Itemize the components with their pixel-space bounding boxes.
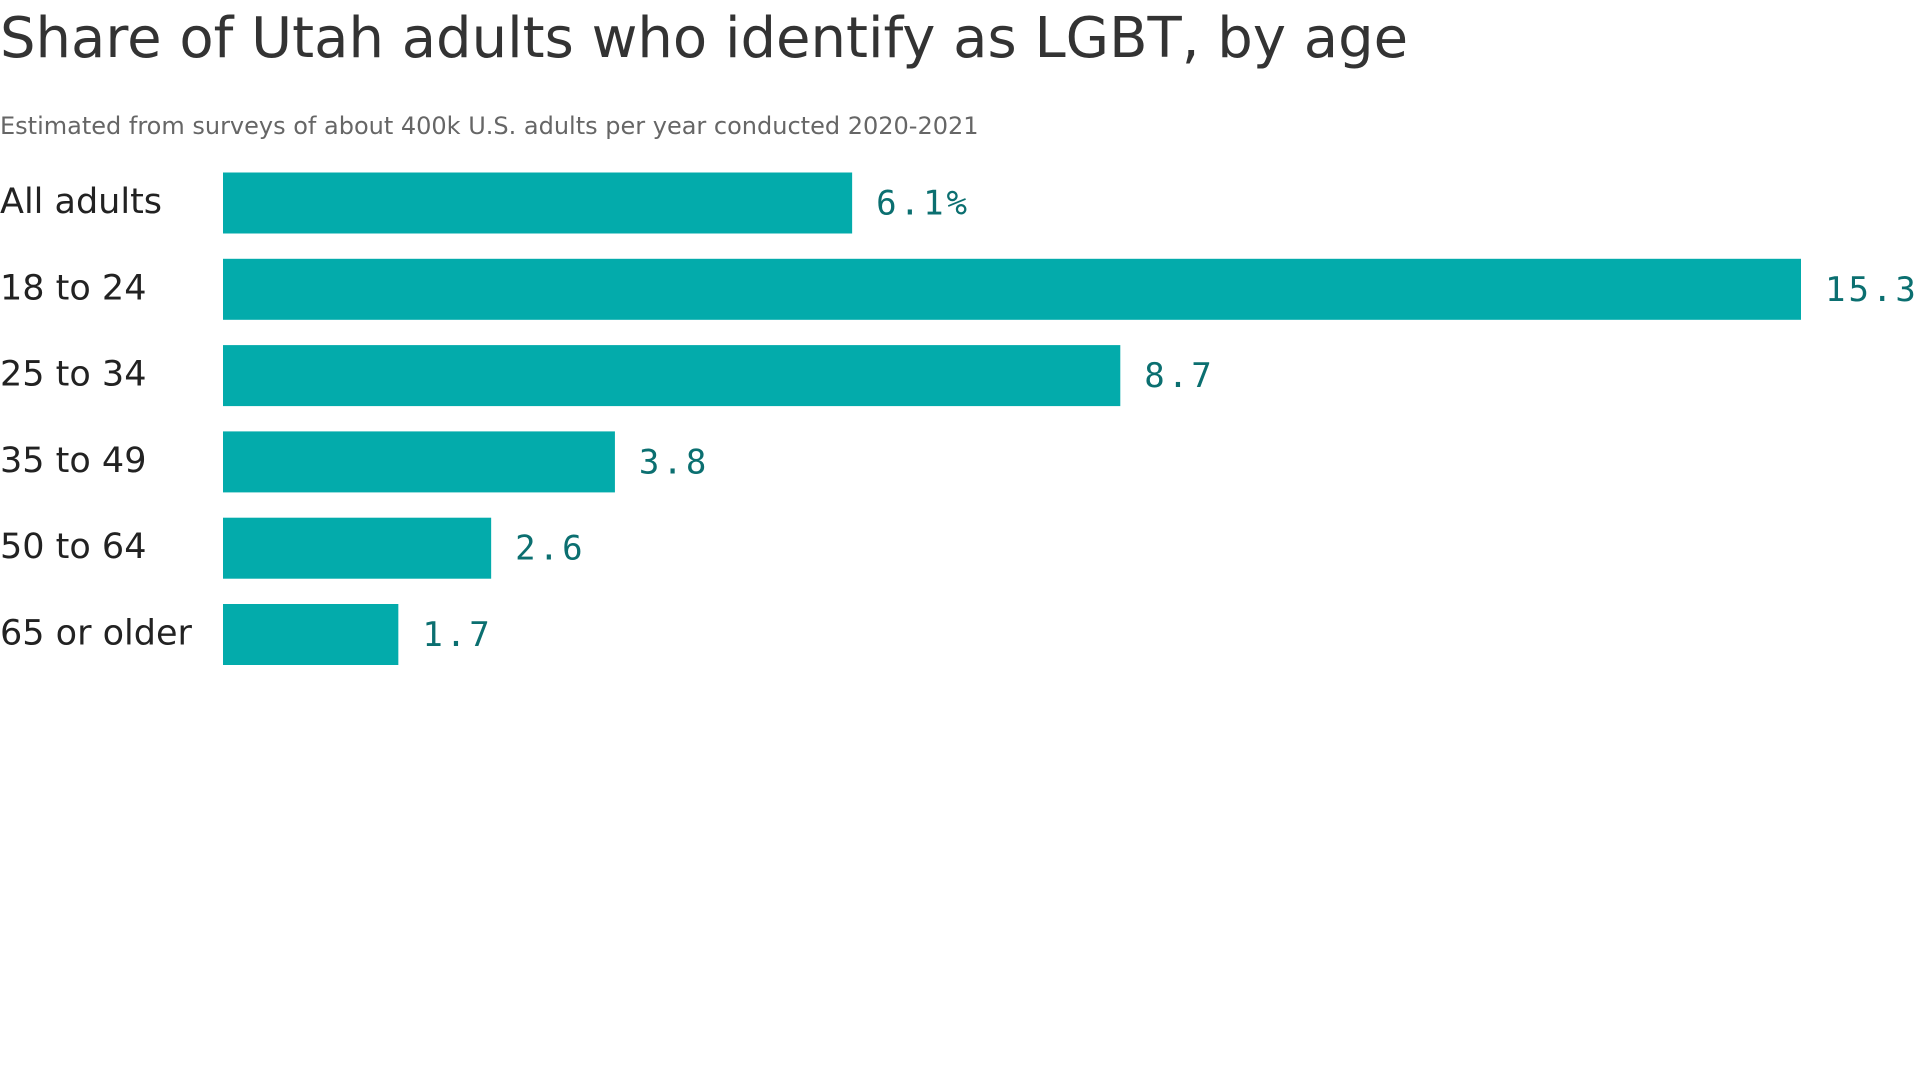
chart-subtitle: Estimated from surveys of about 400k U.S…: [0, 112, 979, 140]
category-label: 25 to 34: [0, 355, 146, 395]
value-label: 1.7: [422, 615, 492, 655]
value-label: 15.3: [1825, 270, 1919, 310]
category-label: All adults: [0, 182, 162, 222]
category-label: 35 to 49: [0, 441, 146, 481]
bar: [223, 431, 615, 493]
category-label: 50 to 64: [0, 527, 146, 567]
category-label: 65 or older: [0, 614, 192, 654]
value-label: 2.6: [515, 529, 585, 569]
value-label: 6.1%: [876, 184, 970, 224]
bar: [223, 345, 1121, 407]
bar: [223, 604, 399, 665]
bar: [223, 258, 1801, 320]
bar: [223, 172, 853, 234]
chart-title: Share of Utah adults who identify as LGB…: [0, 6, 1408, 71]
value-label: 3.8: [639, 442, 709, 482]
value-label: 8.7: [1144, 356, 1214, 396]
bar: [223, 517, 492, 579]
category-label: 18 to 24: [0, 268, 146, 308]
